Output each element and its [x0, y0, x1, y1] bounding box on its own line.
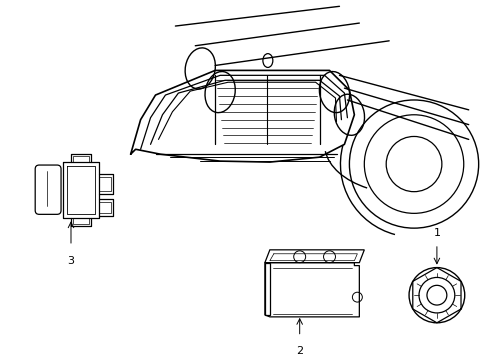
Text: 2: 2: [296, 346, 303, 356]
Text: 1: 1: [432, 228, 440, 238]
Text: 3: 3: [67, 256, 74, 266]
